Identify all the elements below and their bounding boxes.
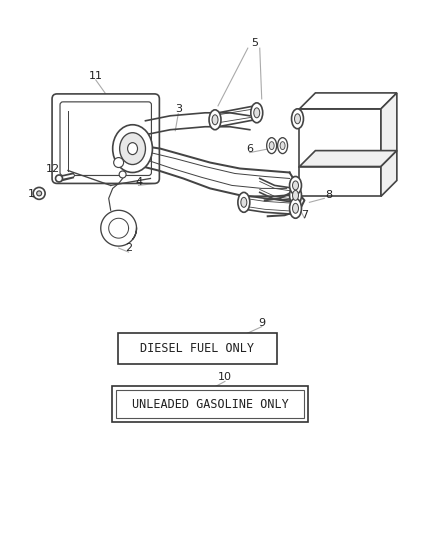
- Polygon shape: [381, 151, 397, 196]
- Ellipse shape: [293, 203, 298, 213]
- Ellipse shape: [269, 142, 274, 150]
- Polygon shape: [381, 93, 397, 166]
- Ellipse shape: [238, 192, 250, 212]
- Ellipse shape: [280, 142, 285, 150]
- Ellipse shape: [254, 108, 260, 118]
- Text: UNLEADED GASOLINE ONLY: UNLEADED GASOLINE ONLY: [132, 398, 289, 411]
- Ellipse shape: [290, 198, 301, 218]
- FancyBboxPatch shape: [60, 102, 152, 175]
- Ellipse shape: [292, 109, 304, 129]
- Bar: [300, 166, 381, 196]
- Ellipse shape: [37, 191, 42, 196]
- Bar: [112, 386, 308, 422]
- Ellipse shape: [33, 188, 45, 199]
- Text: 12: 12: [46, 164, 60, 174]
- Ellipse shape: [212, 115, 218, 125]
- Polygon shape: [300, 93, 397, 109]
- Text: 9: 9: [258, 318, 265, 328]
- Text: 5: 5: [251, 38, 258, 48]
- Ellipse shape: [119, 171, 126, 178]
- Text: 4: 4: [135, 177, 142, 188]
- Ellipse shape: [278, 138, 288, 154]
- Text: 3: 3: [175, 104, 182, 114]
- Ellipse shape: [251, 103, 263, 123]
- Text: DIESEL FUEL ONLY: DIESEL FUEL ONLY: [140, 342, 254, 355]
- Bar: [300, 109, 381, 166]
- Ellipse shape: [241, 197, 247, 207]
- Text: 2: 2: [125, 243, 132, 253]
- Bar: [116, 390, 304, 418]
- Ellipse shape: [293, 190, 298, 200]
- Ellipse shape: [293, 181, 298, 190]
- Text: 8: 8: [326, 190, 333, 200]
- Text: 6: 6: [246, 143, 253, 154]
- Ellipse shape: [290, 176, 301, 195]
- Ellipse shape: [113, 125, 152, 173]
- Bar: [118, 333, 277, 365]
- Ellipse shape: [290, 185, 301, 205]
- Ellipse shape: [127, 143, 138, 155]
- Text: 10: 10: [218, 373, 232, 382]
- Ellipse shape: [114, 158, 124, 167]
- Ellipse shape: [56, 175, 63, 182]
- Ellipse shape: [209, 110, 221, 130]
- Ellipse shape: [267, 138, 277, 154]
- Text: 1: 1: [28, 189, 35, 199]
- FancyBboxPatch shape: [52, 94, 159, 183]
- Text: 11: 11: [89, 71, 103, 81]
- Ellipse shape: [120, 133, 145, 165]
- Ellipse shape: [294, 114, 300, 124]
- Text: 7: 7: [301, 210, 308, 220]
- Polygon shape: [300, 151, 397, 166]
